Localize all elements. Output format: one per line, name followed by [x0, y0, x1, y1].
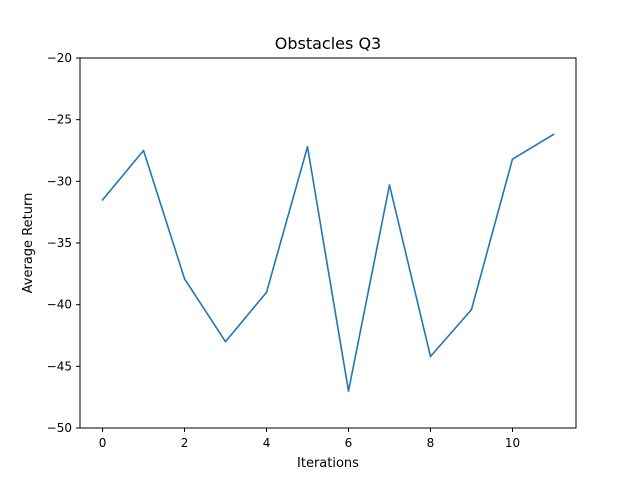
data-point	[265, 291, 268, 294]
y-tick-label: −50	[47, 421, 72, 435]
data-point	[470, 308, 473, 311]
data-point	[388, 184, 391, 186]
data-point	[511, 158, 514, 160]
plot-frame	[79, 57, 577, 429]
data-point	[429, 355, 432, 358]
y-tick-label: −45	[47, 359, 72, 373]
y-axis-label: Average Return	[21, 193, 36, 294]
y-tick-label: −20	[47, 51, 72, 65]
x-tick-label: 8	[427, 436, 435, 450]
x-tick-label: 2	[181, 436, 189, 450]
x-tick-label: 10	[505, 436, 520, 450]
x-tick-label: 0	[99, 436, 107, 450]
x-tick-label: 6	[345, 436, 353, 450]
chart-title: Obstacles Q3	[275, 34, 381, 53]
x-axis-label: Iterations	[297, 456, 359, 471]
plot-area	[101, 133, 555, 392]
data-point	[101, 199, 104, 201]
y-tick-label: −25	[47, 113, 72, 127]
x-tick-label: 4	[263, 436, 271, 450]
y-tick-label: −35	[47, 236, 72, 250]
y-axis: −50 −45 −40 −35 −30 −25 −20	[47, 51, 80, 435]
data-point	[224, 340, 227, 343]
data-point	[306, 146, 309, 148]
series-line	[101, 133, 555, 392]
data-point	[347, 390, 350, 392]
y-tick-label: −30	[47, 174, 72, 188]
x-axis: 0 2 4 6 8 10	[99, 428, 520, 450]
data-point	[552, 133, 555, 136]
data-point	[142, 149, 145, 152]
data-point	[183, 277, 186, 280]
y-tick-label: −40	[47, 298, 72, 312]
